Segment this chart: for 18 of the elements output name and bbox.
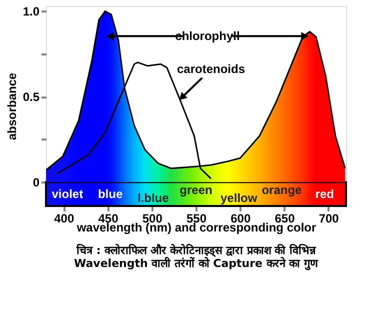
x-tick-label: 400 — [54, 212, 74, 226]
annotation: l.blue — [137, 191, 170, 206]
x-tick-label: 650 — [274, 212, 296, 226]
annotation: red — [315, 187, 334, 202]
y-tick-label: 0.5 — [22, 90, 40, 104]
series-label: carotenoids — [176, 62, 246, 76]
text: चित्र : क्लोराफिल और केरोटिनाइड्स द्वारा प्रकाश की विभिन्न Wavelength वाली तरंगों को Capture करने का गुण — [74, 243, 319, 271]
annotation: yellow — [220, 191, 258, 206]
text: chlorophyll — [175, 29, 240, 44]
annotation: green — [180, 183, 212, 198]
annotation: orange — [262, 183, 302, 198]
y-axis-title: absorbance — [4, 72, 19, 140]
y-tick-label: 1.0 — [22, 4, 40, 19]
annotation: blue — [98, 187, 123, 202]
y-tick-label: 0 — [32, 176, 40, 190]
x-tick-label: 600 — [230, 212, 251, 226]
x-tick-label: 700 — [318, 212, 340, 226]
annotation: violet — [52, 187, 84, 202]
